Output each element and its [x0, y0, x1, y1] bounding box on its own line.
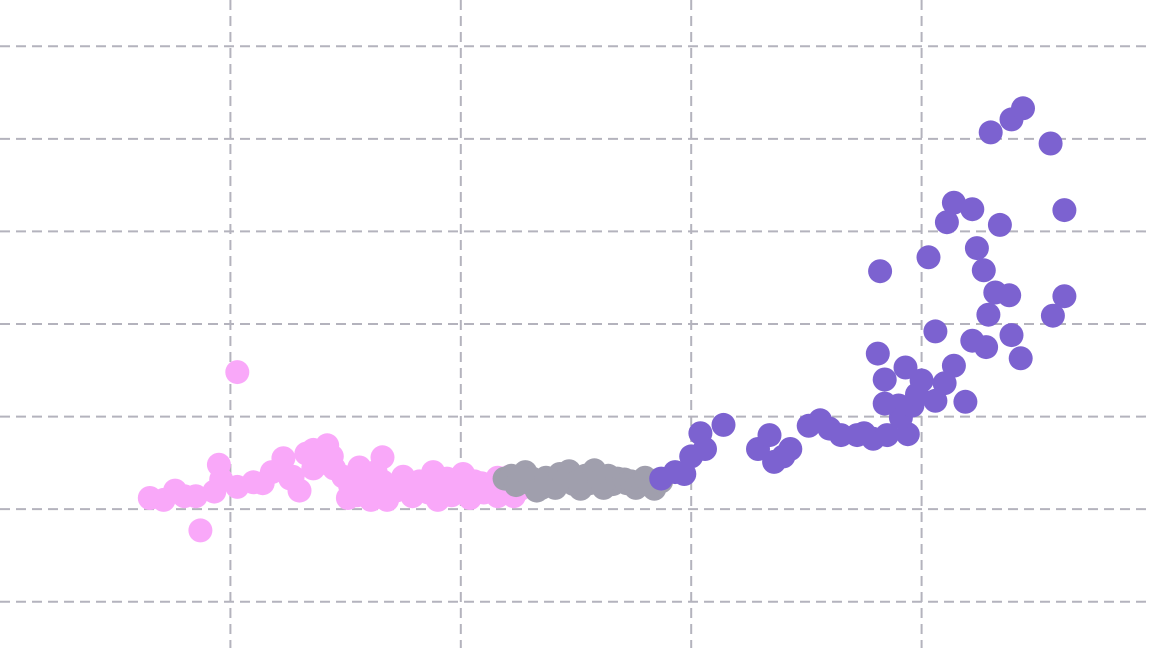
- data-point-2-47: [983, 280, 1008, 305]
- data-point-2-48: [1008, 346, 1033, 371]
- data-point-0-36: [370, 445, 395, 470]
- data-point-2-28: [953, 389, 978, 414]
- data-point-2-55: [872, 391, 897, 416]
- data-point-2-6: [711, 412, 736, 437]
- data-point-2-44: [1052, 198, 1077, 223]
- data-point-2-25: [909, 368, 934, 393]
- data-point-2-54: [932, 371, 957, 396]
- data-point-0-9: [225, 360, 250, 385]
- data-point-2-51: [941, 190, 966, 215]
- data-point-2-40: [978, 120, 1003, 145]
- data-point-2-45: [1052, 284, 1077, 309]
- data-point-2-53: [974, 335, 999, 360]
- data-point-0-4: [183, 484, 208, 509]
- data-point-2-34: [964, 236, 989, 261]
- data-point-2-30: [893, 355, 918, 380]
- data-point-2-36: [971, 258, 996, 283]
- data-point-2-5: [693, 437, 717, 461]
- series-1: [492, 458, 674, 503]
- data-point-2-29: [923, 319, 948, 344]
- data-point-0-17: [287, 478, 312, 503]
- data-point-2-32: [865, 341, 890, 366]
- series-2: [649, 96, 1077, 491]
- data-point-2-46: [1040, 303, 1065, 328]
- data-point-0-5: [188, 518, 213, 543]
- data-point-2-56: [872, 367, 897, 392]
- data-point-2-43: [1038, 131, 1063, 156]
- series-0: [137, 360, 533, 543]
- data-point-2-11: [778, 437, 803, 461]
- data-point-2-35: [976, 302, 1001, 327]
- data-point-2-37: [987, 212, 1012, 237]
- data-point-2-33: [916, 245, 941, 270]
- data-point-2-31: [868, 259, 893, 284]
- data-point-2-13: [796, 413, 821, 438]
- data-points: [137, 96, 1077, 543]
- data-point-2-26: [923, 388, 948, 413]
- data-point-0-14: [271, 446, 296, 471]
- data-point-2-42: [1011, 96, 1035, 121]
- data-point-2-50: [934, 210, 959, 235]
- data-point-2-19: [875, 423, 899, 448]
- data-point-2-39: [960, 197, 985, 222]
- data-point-2-49: [999, 323, 1024, 348]
- data-point-2-8: [757, 423, 782, 448]
